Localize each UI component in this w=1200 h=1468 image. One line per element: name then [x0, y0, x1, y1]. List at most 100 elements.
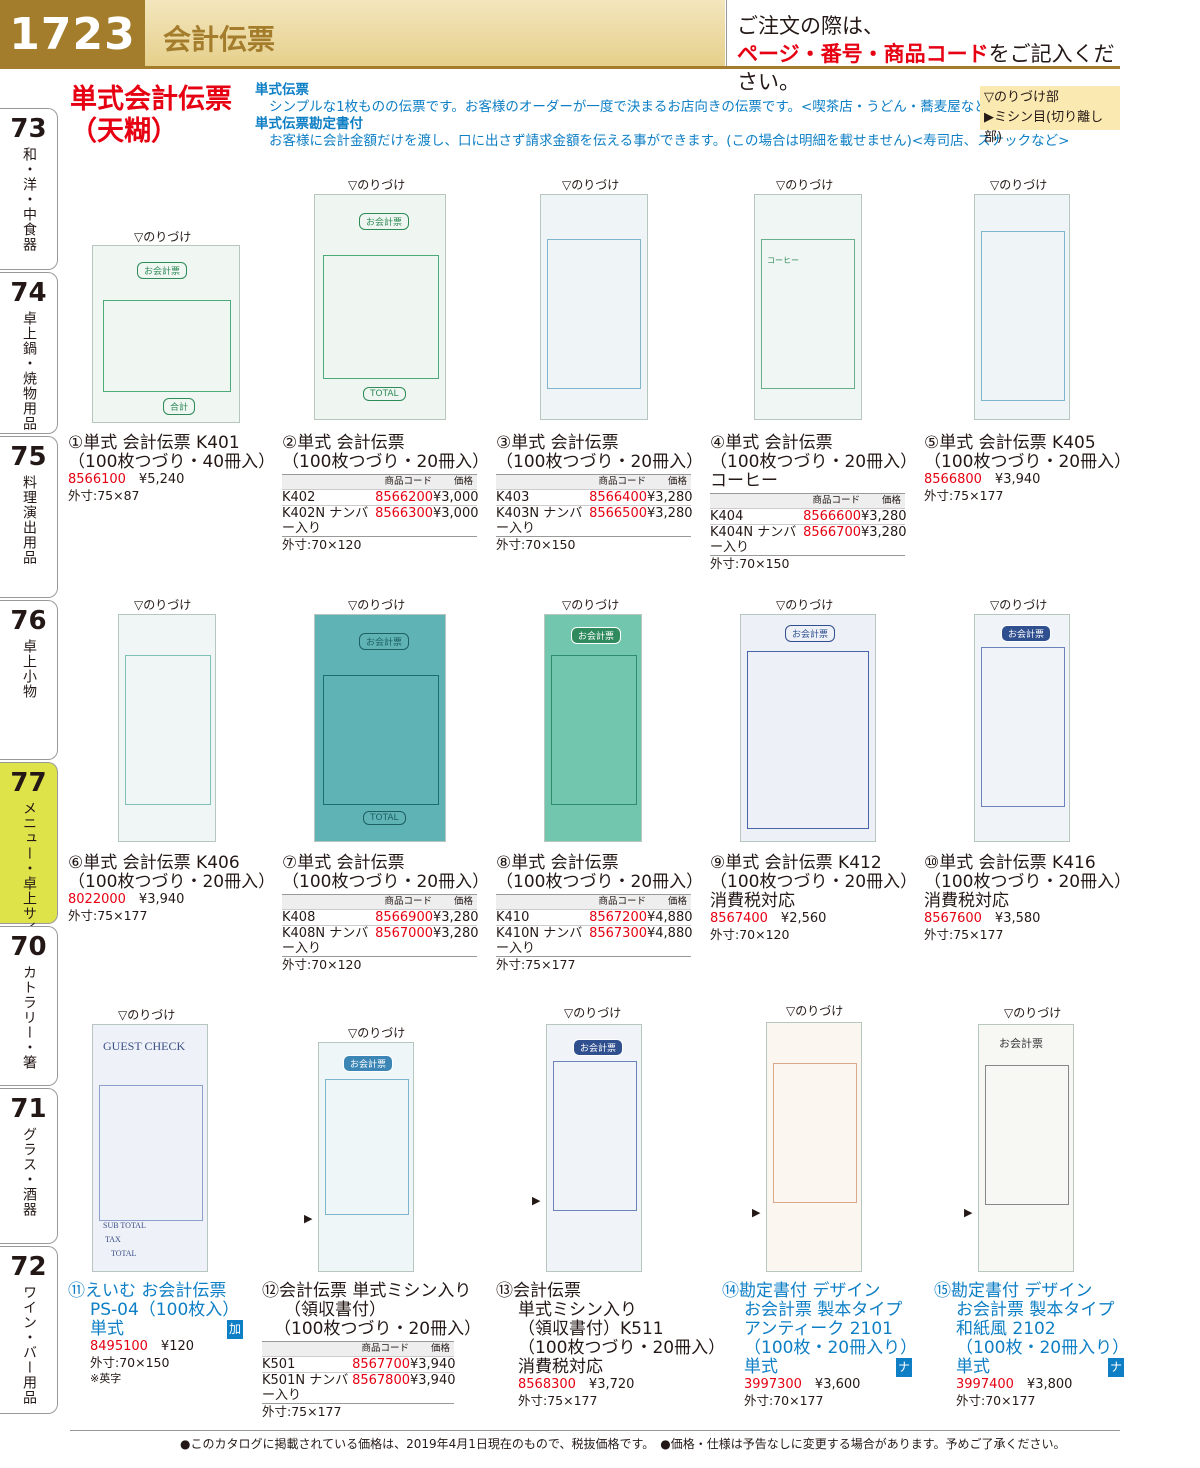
order-note-line1: ご注文の際は、	[737, 14, 884, 38]
slip-heading: お会計票	[999, 1038, 1043, 1050]
side-tab-label: グラス・酒器	[21, 1127, 37, 1217]
product-size: 外寸:70×150	[90, 1355, 170, 1370]
product-price: ¥3,940	[138, 892, 185, 907]
product-price: ¥3,940	[994, 472, 1041, 487]
product-subtitle: （100枚つづり・20冊入）	[518, 1338, 726, 1358]
perforation-marker-icon: ▶	[532, 1194, 541, 1207]
side-tab-74[interactable]: 74 卓上鍋・焼物用品	[0, 272, 58, 434]
slip-heading: お会計票	[785, 625, 836, 642]
price-table: 商品コード 価格 K403 8566400 ¥3,280 K403N ナンバー入り 85…	[496, 474, 693, 537]
slip-heading: GUEST CHECK	[103, 1039, 186, 1053]
table-row: K404 8566600 ¥3,280	[710, 508, 907, 524]
section-title: 単式会計伝票 （天糊）	[70, 84, 232, 148]
product-code[interactable]: 8568300	[518, 1377, 576, 1392]
slip-image-2101	[766, 1022, 862, 1272]
product-3: ③単式 会計伝票 （100枚つづり・20冊入） 商品コード 価格 K403 8566…	[496, 434, 703, 553]
product-subtitle: （100枚つづり・40冊入）	[68, 452, 276, 472]
slip-grid	[981, 231, 1065, 401]
product-size: 外寸:75×87	[68, 488, 140, 503]
product-size: 外寸:75×177	[924, 927, 1004, 942]
slip-total-label: TOTAL	[363, 387, 406, 401]
side-tab-75[interactable]: 75 料理演出用品	[0, 436, 58, 598]
product-size: 外寸:75×177	[496, 957, 576, 972]
slip-heading: お会計票	[359, 633, 410, 650]
product-size: 外寸:70×120	[710, 927, 790, 942]
slip-total-label: TOTAL	[111, 1249, 137, 1258]
glue-label: ▽のりづけ	[562, 598, 620, 612]
product-note: ※英字	[90, 1372, 122, 1385]
slip-image-k403	[540, 194, 648, 420]
product-code[interactable]: 3997300	[744, 1377, 802, 1392]
product-subtitle: 消費税対応	[710, 891, 795, 911]
slip-heading: お会計票	[1001, 625, 1052, 642]
product-price-line: 8566100 ¥5,240	[68, 472, 278, 488]
product-7: ⑦単式 会計伝票 （100枚つづり・20冊入） 商品コード 価格 K408 8566…	[282, 854, 489, 973]
desc1-body: シンプルな1枚ものの伝票です。お客様のオーダーが一度で決まるお店向きの伝票です。…	[269, 99, 1000, 115]
product-subtitle: （100枚つづり・20冊入）	[496, 872, 704, 892]
product-code[interactable]: 8567600	[924, 911, 982, 926]
product-code[interactable]: 3997400	[956, 1377, 1014, 1392]
table-row: K408N ナンバー入り 8567000 ¥3,280	[282, 925, 479, 956]
side-tab-number: 76	[10, 606, 47, 636]
slip-grid	[99, 1085, 203, 1221]
perforation-marker-icon: ▶	[304, 1212, 313, 1225]
side-tab-label: 卓上小物	[21, 639, 37, 699]
side-tab-label: 料理演出用品	[21, 475, 37, 565]
desc2-heading: 単式伝票勘定書付	[255, 116, 363, 132]
product-subtitle: お会計票 製本タイプ	[956, 1300, 1115, 1320]
side-tab-label: 和・洋・中食器	[21, 147, 37, 252]
product-title: ⑩単式 会計伝票 K416	[924, 853, 1096, 873]
product-code[interactable]: 8495100	[90, 1339, 148, 1354]
price-table: 商品コード 価格 K501 8567700 ¥3,940 K501N ナンバー入り 85…	[262, 1341, 456, 1404]
side-tab-label: 卓上鍋・焼物用品	[21, 311, 37, 431]
slip-grid	[553, 1061, 637, 1211]
section-description: 単式伝票 シンプルな1枚ものの伝票です。お客様のオーダーが一度で決まるお店向きの…	[255, 82, 1070, 150]
side-tab-77[interactable]: 77 メニュー・卓上サイン	[0, 762, 58, 951]
slip-total-label: 合計	[163, 398, 196, 415]
product-10: ⑩単式 会計伝票 K416 （100枚つづり・20冊入） 消費税対応 85676…	[924, 853, 1131, 943]
product-price-line: 8495100 ¥120	[90, 1339, 243, 1355]
product-11: ⑪えいむ お会計伝票 PS-04（100枚入） 単式加 8495100 ¥120…	[68, 1282, 243, 1387]
side-tab-71[interactable]: 71 グラス・酒器	[0, 1088, 58, 1244]
product-subtitle: アンティーク 2101	[744, 1319, 893, 1339]
side-tab-number: 73	[10, 114, 47, 144]
product-size: 外寸:70×150	[710, 556, 790, 571]
slip-grid	[985, 1065, 1069, 1205]
product-title: ⑥単式 会計伝票 K406	[68, 853, 240, 873]
product-code[interactable]: 8566800	[924, 472, 982, 487]
side-tab-label: カトラリー・箸	[21, 965, 37, 1070]
glue-label: ▽のりづけ	[348, 178, 406, 192]
side-tab-73[interactable]: 73 和・洋・中食器	[0, 108, 58, 270]
product-title: ⑤単式 会計伝票 K405	[924, 433, 1096, 453]
page-title: 会計伝票	[145, 0, 725, 68]
legend-glue: ▽のりづけ部	[984, 90, 1059, 105]
product-info: 8568300 ¥3,720 外寸:75×177	[496, 1377, 696, 1409]
product-14: ⑭勘定書付 デザイン お会計票 製本タイプ アンティーク 2101 （100枚・…	[722, 1282, 917, 1409]
product-8: ⑧単式 会計伝票 （100枚つづり・20冊入） 商品コード 価格 K410 8567…	[496, 854, 704, 973]
product-price-line: 3997300 ¥3,600	[744, 1377, 912, 1393]
product-size: 外寸:70×150	[496, 537, 576, 552]
product-subtitle: 単式加	[90, 1319, 243, 1339]
product-title: ①単式 会計伝票 K401	[68, 433, 240, 453]
page-number: 1723	[0, 0, 145, 68]
price-table-header: 商品コード 価格	[710, 494, 905, 508]
product-title: ②単式 会計伝票	[282, 433, 405, 453]
slip-image-k405	[974, 194, 1070, 420]
product-code[interactable]: 8022000	[68, 892, 126, 907]
product-info: 3997400 ¥3,800 外寸:70×177	[934, 1377, 1124, 1409]
glue-label: ▽のりづけ	[1004, 1006, 1062, 1020]
vendor-badge: ナ	[1107, 1358, 1124, 1377]
product-subtitle: 単式ナ	[744, 1357, 912, 1377]
table-row: K501 8567700 ¥3,940	[262, 1356, 456, 1372]
glue-label: ▽のりづけ	[118, 1008, 176, 1022]
side-tab-76[interactable]: 76 卓上小物	[0, 600, 58, 760]
product-13: ⑬会計伝票 単式ミシン入り （領収書付）K511 （100枚つづり・20冊入） …	[496, 1282, 726, 1409]
slip-image-k501: お会計票	[318, 1042, 414, 1272]
side-tab-70[interactable]: 70 カトラリー・箸	[0, 926, 58, 1086]
slip-total-label: TOTAL	[363, 811, 406, 825]
product-code[interactable]: 8566100	[68, 472, 126, 487]
section-title-line2: （天糊）	[70, 116, 178, 147]
product-code[interactable]: 8567400	[710, 911, 768, 926]
table-row: K404N ナンバー入り 8566700 ¥3,280	[710, 524, 907, 555]
side-tab-72[interactable]: 72 ワイン・バー用品	[0, 1246, 58, 1414]
